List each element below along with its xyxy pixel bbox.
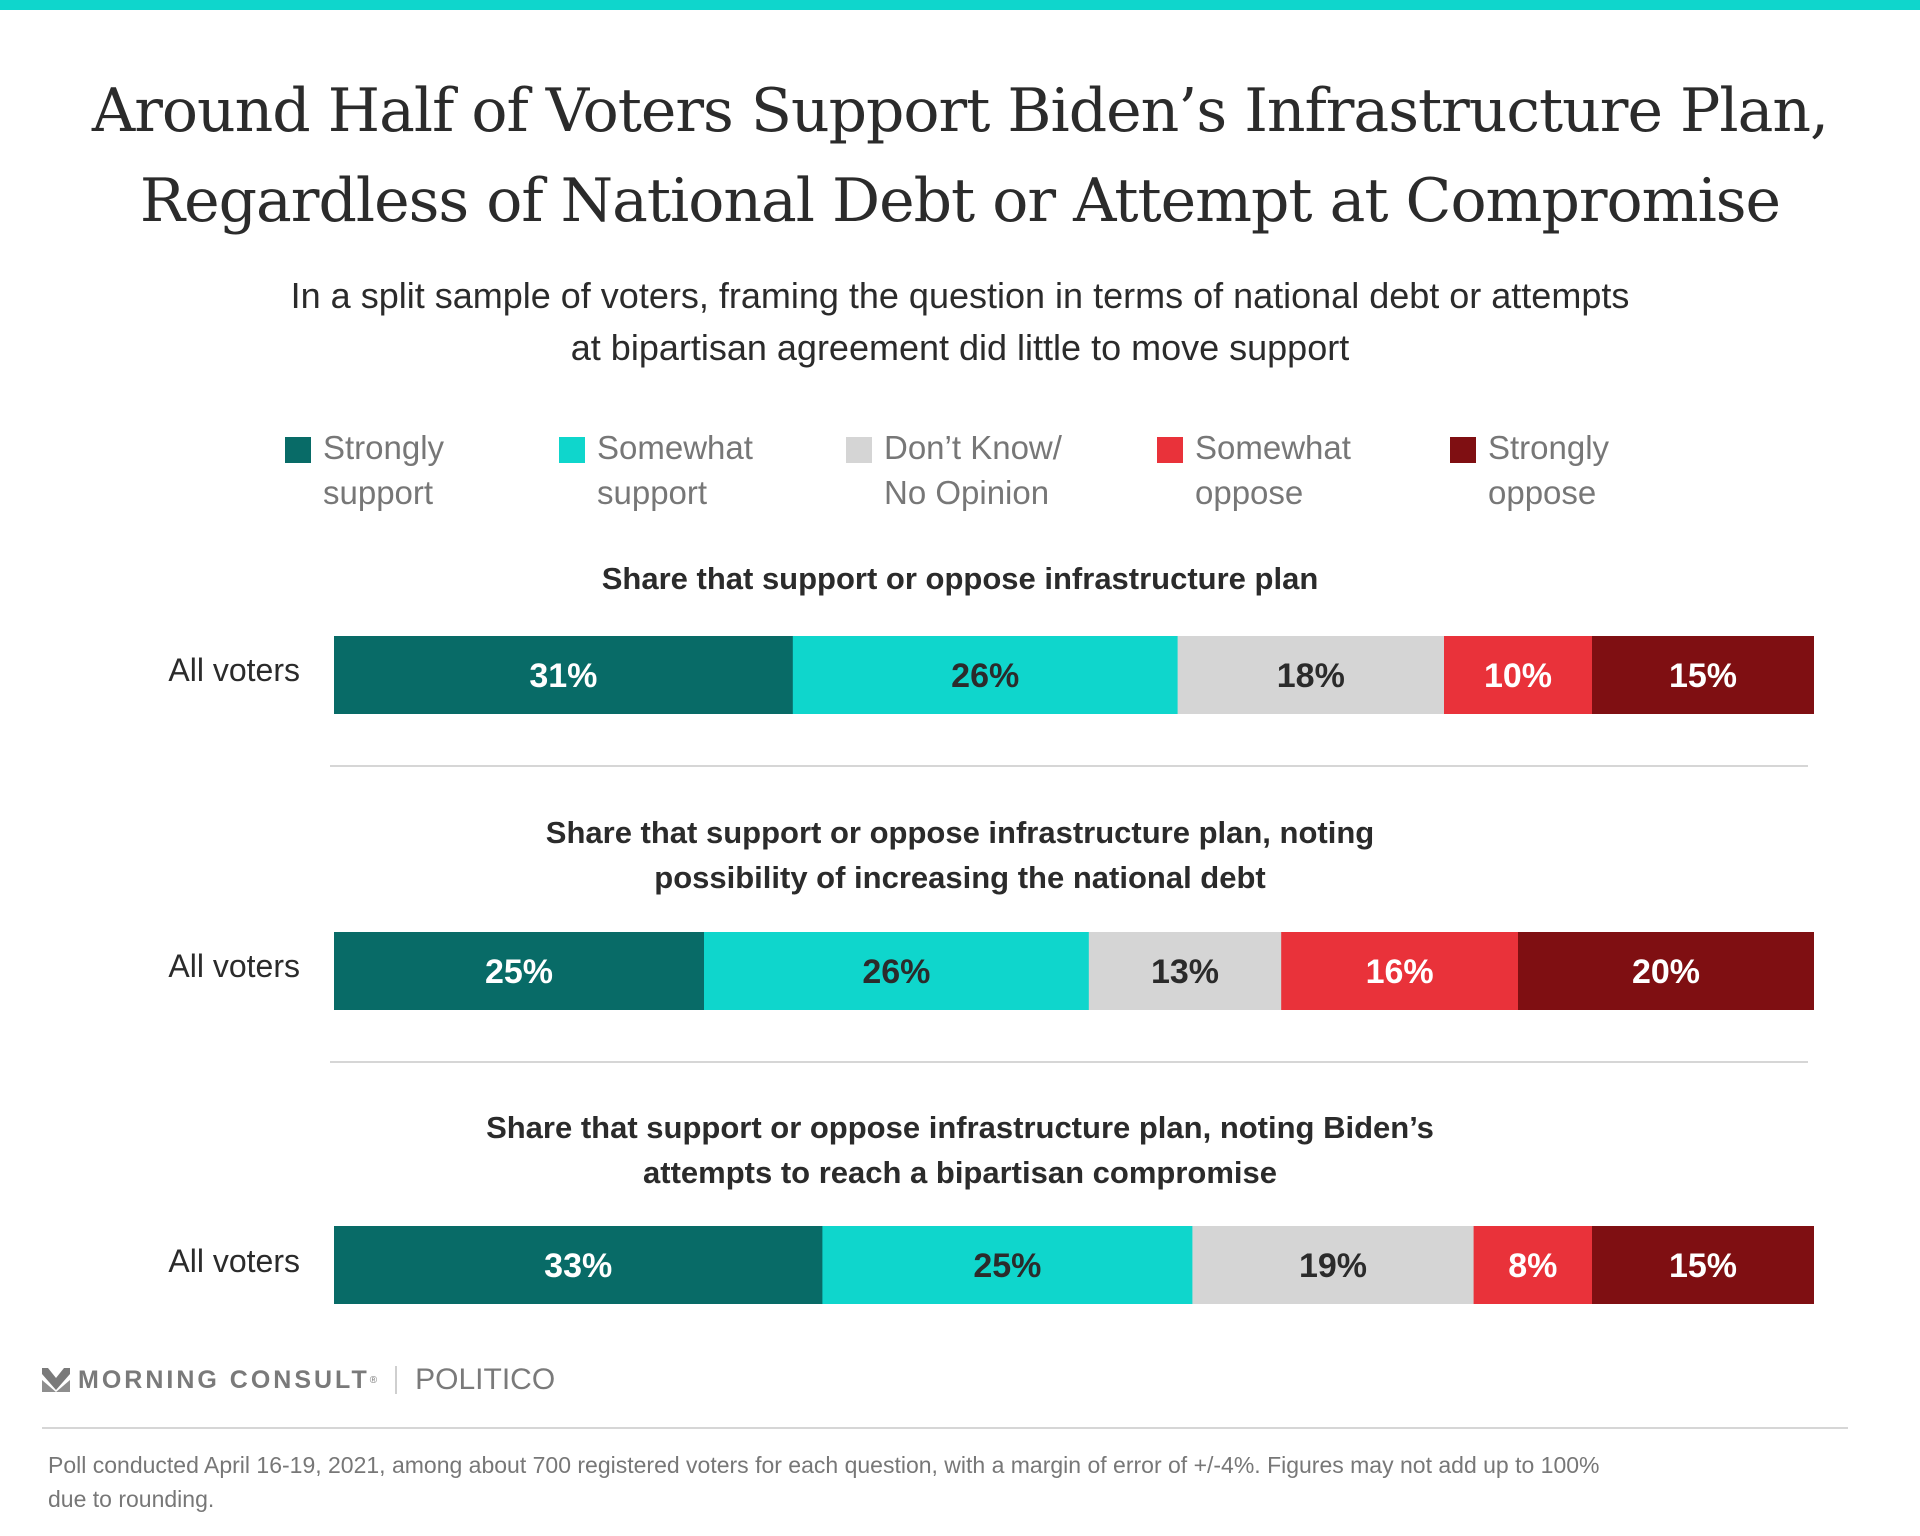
panel-2-stacked-bar: 25% 26% 13% 16% 20%: [334, 932, 1814, 1010]
bar-value-label-strongly-support: 33%: [544, 1247, 612, 1285]
footer-divider: [42, 1427, 1848, 1429]
legend-swatch: [1450, 437, 1476, 463]
legend-label-line-1: Somewhat: [597, 429, 753, 466]
bar-segment-strongly-oppose: [1592, 636, 1814, 714]
bar-segment-somewhat-oppose: [1473, 1226, 1593, 1304]
legend-label-line-2: oppose: [1195, 474, 1304, 511]
legend-swatch: [559, 437, 585, 463]
bar-value-label-dont-know: 13%: [1151, 953, 1219, 991]
morning-consult-logo-icon: [42, 1368, 70, 1392]
legend-item-somewhat-oppose: Somewhat oppose: [1157, 425, 1351, 515]
bar-value-label-strongly-support: 25%: [485, 953, 553, 991]
footnote-line-1: Poll conducted April 16-19, 2021, among …: [48, 1452, 1600, 1478]
legend-item-somewhat-support: Somewhat support: [559, 425, 753, 515]
legend-label-line-2: support: [323, 474, 434, 511]
bar-value-label-dont-know: 18%: [1277, 657, 1345, 695]
bar-value-label-somewhat-oppose: 10%: [1484, 657, 1552, 695]
registered-mark: ®: [369, 1374, 378, 1386]
bar-segment-strongly-support: [334, 636, 794, 714]
panel-1-row-label: All voters: [168, 652, 300, 688]
chart-title: Around Half of Voters Support Biden’s In…: [0, 66, 1920, 246]
panel-title-line: Share that support or oppose infrastruct…: [486, 1110, 1434, 1145]
panel-title-line: Share that support or oppose infrastruct…: [601, 561, 1319, 596]
bar-segment-dont-know: [1088, 932, 1282, 1010]
morning-consult-wordmark: MORNING CONSULT: [78, 1365, 370, 1394]
bar-segment-somewhat-support: [704, 932, 1090, 1010]
panel-3-stacked-bar: 33% 25% 19% 8% 15%: [334, 1226, 1814, 1304]
chart-title-line-2: Regardless of National Debt or Attempt a…: [139, 166, 1781, 236]
bar-segment-dont-know: [1192, 1226, 1475, 1304]
legend-label-line-2: No Opinion: [884, 474, 1050, 511]
bar-segment-strongly-support: [334, 932, 705, 1010]
panel-2-title: Share that support or oppose infrastruct…: [0, 810, 1920, 900]
bar-segment-strongly-oppose: [1518, 932, 1814, 1010]
panel-divider: [330, 765, 1808, 767]
chart-subtitle: In a split sample of voters, framing the…: [0, 270, 1920, 374]
panel-1-title: Share that support or oppose infrastruct…: [0, 556, 1920, 601]
bar-segment-strongly-support: [334, 1226, 823, 1304]
legend-label-line-2: oppose: [1488, 474, 1597, 511]
legend-item-dont-know: Don’t Know/ No Opinion: [846, 425, 1062, 515]
legend: Strongly support Somewhat support Don’t …: [0, 425, 1920, 525]
bar-segment-somewhat-support: [792, 636, 1179, 714]
panel-title-line: attempts to reach a bipartisan compromis…: [643, 1155, 1277, 1190]
bar-segment-somewhat-oppose: [1281, 932, 1519, 1010]
panel-3-title: Share that support or oppose infrastruct…: [0, 1105, 1920, 1195]
bar-value-label-strongly-oppose: 15%: [1669, 657, 1737, 695]
chart-title-line-1: Around Half of Voters Support Biden’s In…: [91, 76, 1829, 146]
bar-segment-strongly-oppose: [1592, 1226, 1814, 1304]
bar-value-label-strongly-oppose: 15%: [1669, 1247, 1737, 1285]
panel-title-line: Share that support or oppose infrastruct…: [545, 815, 1375, 850]
footnote-line-2: due to rounding.: [48, 1486, 215, 1512]
bar-value-label-strongly-oppose: 20%: [1632, 953, 1700, 991]
panel-3-row-label: All voters: [168, 1243, 300, 1279]
chart-subtitle-line-1: In a split sample of voters, framing the…: [290, 275, 1630, 316]
bar-value-label-somewhat-oppose: 8%: [1508, 1247, 1557, 1285]
panel-divider: [330, 1061, 1808, 1063]
bar-segment-somewhat-oppose: [1444, 636, 1593, 714]
panel-title-line: possibility of increasing the national d…: [654, 860, 1266, 895]
legend-swatch: [285, 437, 311, 463]
bar-value-label-dont-know: 19%: [1299, 1247, 1367, 1285]
legend-label-line-1: Don’t Know/: [884, 429, 1062, 466]
politico-wordmark: POLITICO: [415, 1363, 556, 1396]
legend-item-strongly-oppose: Strongly oppose: [1450, 425, 1609, 515]
panel-1-stacked-bar: 31% 26% 18% 10% 15%: [334, 636, 1814, 714]
bar-segment-dont-know: [1177, 636, 1445, 714]
legend-label-line-1: Strongly: [1488, 429, 1610, 466]
legend-item-strongly-support: Strongly support: [285, 425, 444, 515]
bar-value-label-somewhat-support: 25%: [973, 1247, 1041, 1285]
footnote: Poll conducted April 16-19, 2021, among …: [48, 1448, 1868, 1516]
legend-swatch: [1157, 437, 1183, 463]
bar-value-label-somewhat-oppose: 16%: [1366, 953, 1434, 991]
legend-swatch: [846, 437, 872, 463]
legend-label-line-1: Somewhat: [1195, 429, 1351, 466]
bar-value-label-somewhat-support: 26%: [862, 953, 930, 991]
bar-value-label-somewhat-support: 26%: [951, 657, 1019, 695]
top-accent-bar: [0, 0, 1920, 10]
panel-2-row-label: All voters: [168, 948, 300, 984]
bar-value-label-strongly-support: 31%: [529, 657, 597, 695]
chart-subtitle-line-2: at bipartisan agreement did little to mo…: [570, 327, 1350, 368]
legend-label-line-2: support: [597, 474, 708, 511]
bar-segment-somewhat-support: [822, 1226, 1193, 1304]
legend-label-line-1: Strongly: [323, 429, 445, 466]
logo-separator: [395, 1366, 398, 1394]
brand-logos: MORNING CONSULT ® POLITICO: [42, 1360, 555, 1400]
